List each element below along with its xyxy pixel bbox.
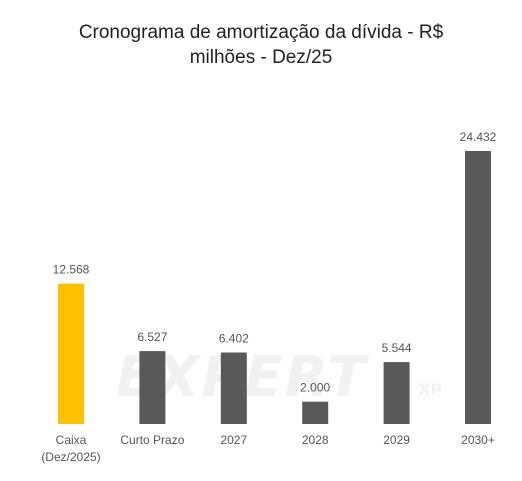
- x-tick-label-1: Curto Prazo: [120, 433, 184, 447]
- chart-title: Cronograma de amortização da dívida - R$…: [0, 20, 522, 70]
- bar-3: [302, 401, 329, 424]
- x-tick-label-3: 2028: [302, 433, 329, 447]
- x-tick-label-0-line-1: (Dez/2025): [41, 450, 100, 464]
- bar-5: [465, 151, 491, 424]
- x-tick-label-5: 2030+: [461, 433, 495, 447]
- bar-0: [58, 283, 84, 424]
- data-label-2: 6.402: [219, 332, 249, 346]
- chart-title-line-2: milhões - Dez/25: [189, 47, 333, 68]
- x-tick-label-4: 2029: [383, 433, 410, 447]
- x-tick-label-0-line-0: Caixa: [56, 433, 87, 447]
- data-label-0: 12.568: [53, 263, 90, 277]
- bar-4: [383, 362, 410, 424]
- bar-2: [220, 352, 247, 424]
- data-label-1: 6.527: [137, 330, 167, 344]
- x-tick-label-2: 2027: [220, 433, 247, 447]
- bar-1: [139, 351, 166, 424]
- data-label-3: 2.000: [300, 381, 330, 395]
- chart-title-line-1: Cronograma de amortização da dívida - R$: [78, 22, 444, 43]
- data-label-4: 5.544: [382, 341, 412, 355]
- data-label-5: 24.432: [460, 130, 497, 144]
- watermark-logo-sub: XP: [418, 380, 443, 399]
